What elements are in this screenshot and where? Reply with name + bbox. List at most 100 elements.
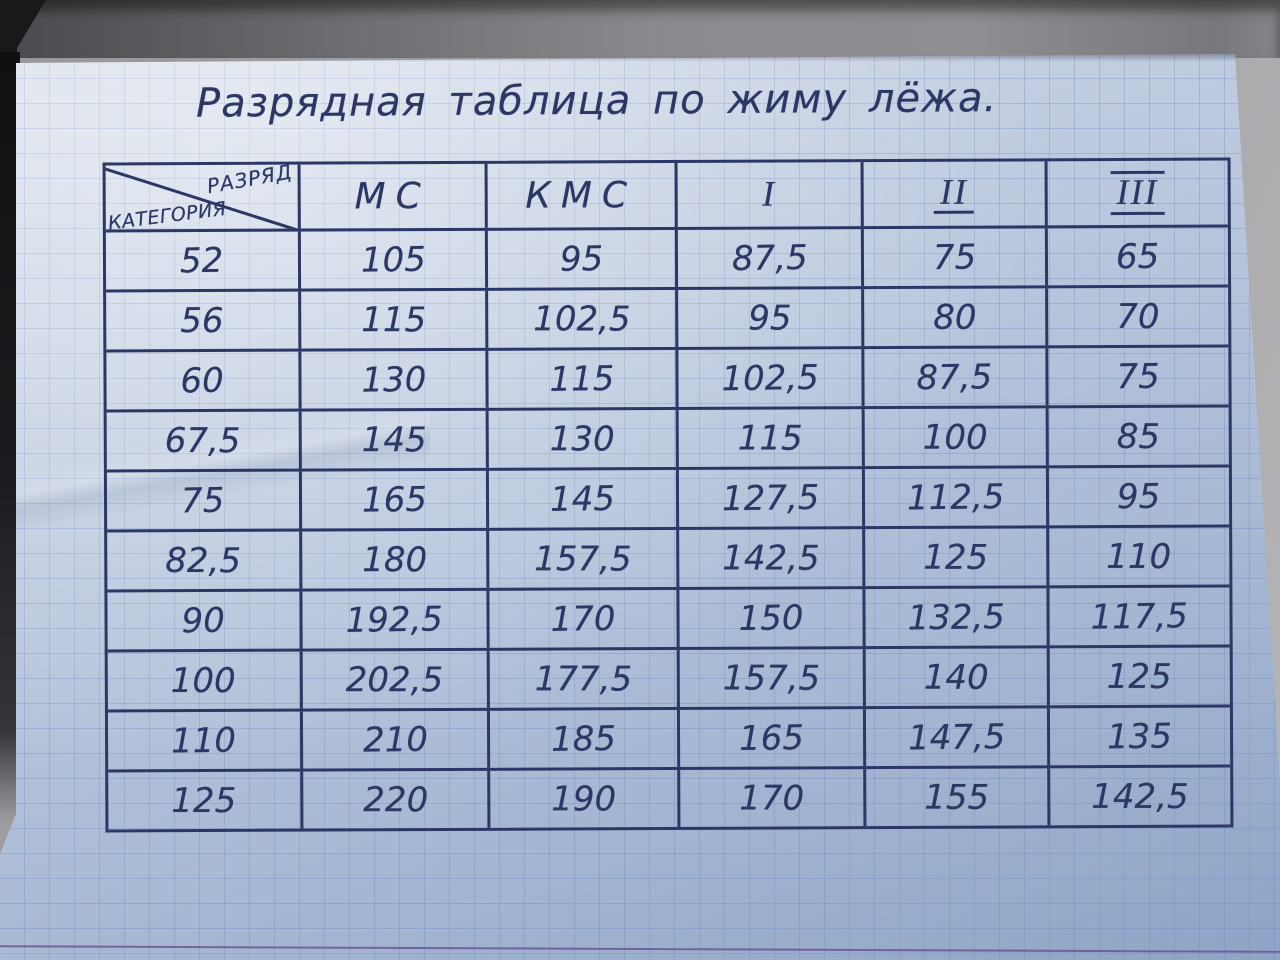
value-cell-kms: 145 <box>486 469 676 528</box>
value-kms: 177,5 <box>534 658 633 699</box>
value-cell-rank-1: 170 <box>677 769 864 827</box>
value-ms: 165 <box>361 479 427 521</box>
value-cell-kms: 157,5 <box>486 529 677 588</box>
value-kms: 130 <box>549 418 615 459</box>
weight-category-value: 67,5 <box>164 420 241 461</box>
value-cell-rank-3: 142,5 <box>1046 767 1231 826</box>
value-rank-2: 100 <box>922 417 988 458</box>
value-cell-kms: 177,5 <box>486 649 677 708</box>
value-rank-1: 102,5 <box>720 357 819 399</box>
weight-category-value: 52 <box>179 240 224 281</box>
value-rank-1: 115 <box>737 417 803 459</box>
column-header-kms-label: КМС <box>525 174 638 217</box>
value-ms: 105 <box>360 239 426 281</box>
value-rank-3: 117,5 <box>1090 595 1189 638</box>
notebook-edge-shadow <box>0 52 20 822</box>
value-kms: 115 <box>549 358 615 400</box>
value-rank-3: 70 <box>1116 296 1160 337</box>
value-cell-rank-2: 125 <box>862 528 1046 587</box>
weight-category-cell: 75 <box>107 472 299 530</box>
corner-header-cell: РАЗРЯД КАТЕГОРИЯ <box>105 164 298 230</box>
weight-category-value: 110 <box>171 720 237 762</box>
value-kms: 157,5 <box>534 538 632 579</box>
table-row: 110 210 185 165 147,5 135 <box>107 704 1231 770</box>
value-cell-rank-1: 165 <box>676 709 864 767</box>
value-cell-ms: 180 <box>299 530 487 589</box>
value-cell-rank-2: 112,5 <box>861 468 1046 527</box>
value-rank-1: 150 <box>738 597 804 639</box>
value-cell-rank-1: 127,5 <box>675 469 863 527</box>
value-kms: 145 <box>549 478 616 520</box>
weight-category-value: 82,5 <box>165 540 242 581</box>
value-rank-1: 157,5 <box>722 657 820 699</box>
table-row: 100 202,5 177,5 157,5 140 125 <box>107 644 1230 710</box>
value-cell-rank-2: 155 <box>863 768 1047 827</box>
value-rank-3: 95 <box>1116 476 1161 517</box>
value-cell-rank-1: 150 <box>676 589 863 647</box>
desk-surface-band <box>0 0 1280 58</box>
value-cell-rank-3: 117,5 <box>1045 587 1230 646</box>
value-cell-rank-2: 132,5 <box>862 588 1047 647</box>
value-cell-kms: 170 <box>486 589 677 648</box>
weight-category-value: 100 <box>171 660 237 701</box>
value-cell-rank-1: 102,5 <box>675 349 862 407</box>
weight-category-cell: 90 <box>107 592 299 650</box>
value-rank-2: 75 <box>932 236 977 278</box>
corner-label-razryad: РАЗРЯД <box>204 164 294 199</box>
value-cell-ms: 192,5 <box>299 590 487 649</box>
value-ms: 145 <box>361 419 427 460</box>
weight-category-cell: 110 <box>108 712 300 770</box>
value-cell-rank-1: 157,5 <box>676 649 864 707</box>
table-row: 56 115 102,5 95 80 70 <box>106 284 1229 350</box>
value-cell-ms: 130 <box>298 350 486 409</box>
value-ms: 202,5 <box>346 659 444 700</box>
page-margin-line <box>0 945 1280 953</box>
value-cell-kms: 95 <box>485 229 675 288</box>
value-kms: 170 <box>550 598 616 640</box>
value-cell-rank-3: 95 <box>1045 467 1230 526</box>
column-header-rank-1: I <box>674 162 861 227</box>
value-rank-3: 125 <box>1107 656 1173 697</box>
rank-table: РАЗРЯД КАТЕГОРИЯ МС КМС I II III <box>102 157 1234 833</box>
value-cell-rank-3: 75 <box>1044 347 1229 406</box>
value-kms: 95 <box>559 238 604 280</box>
weight-category-cell: 82,5 <box>107 532 299 590</box>
table-row: 60 130 115 102,5 87,5 75 <box>106 344 1229 410</box>
value-rank-2: 112,5 <box>906 476 1005 518</box>
weight-category-cell: 67,5 <box>107 412 299 470</box>
handwritten-title: Разрядная таблица по жиму лёжа. <box>195 75 998 127</box>
value-cell-ms: 115 <box>297 290 486 349</box>
value-cell-kms: 185 <box>487 709 678 768</box>
value-rank-3: 142,5 <box>1091 776 1189 817</box>
value-rank-2: 155 <box>924 777 990 818</box>
value-cell-ms: 220 <box>300 770 488 829</box>
value-cell-rank-1: 87,5 <box>674 229 862 287</box>
value-cell-rank-2: 140 <box>862 648 1047 707</box>
value-rank-1: 142,5 <box>722 537 820 579</box>
value-cell-ms: 165 <box>298 470 487 529</box>
value-cell-rank-3: 65 <box>1044 227 1229 286</box>
value-rank-3: 85 <box>1116 416 1161 457</box>
weight-category-cell: 56 <box>106 292 298 350</box>
weight-category-value: 56 <box>180 300 224 341</box>
value-rank-1: 127,5 <box>721 477 820 519</box>
value-ms: 210 <box>362 719 428 761</box>
value-cell-kms: 115 <box>485 349 676 408</box>
value-cell-kms: 102,5 <box>485 289 676 348</box>
column-header-rank-3: III <box>1044 160 1228 226</box>
value-cell-rank-1: 115 <box>675 409 862 467</box>
value-rank-2: 147,5 <box>907 716 1006 758</box>
value-cell-rank-2: 87,5 <box>861 348 1046 407</box>
value-rank-1: 87,5 <box>731 237 808 279</box>
value-ms: 192,5 <box>345 598 444 641</box>
weight-category-cell: 125 <box>108 772 300 830</box>
value-cell-ms: 202,5 <box>299 650 488 709</box>
value-rank-2: 125 <box>923 537 989 578</box>
column-header-rank-1-label: I <box>762 173 777 214</box>
value-kms: 102,5 <box>533 298 631 340</box>
value-cell-rank-2: 80 <box>861 288 1045 347</box>
table-row: 52 105 95 87,5 75 65 <box>105 224 1229 290</box>
column-header-ms: МС <box>297 163 486 229</box>
value-ms: 130 <box>360 359 427 401</box>
